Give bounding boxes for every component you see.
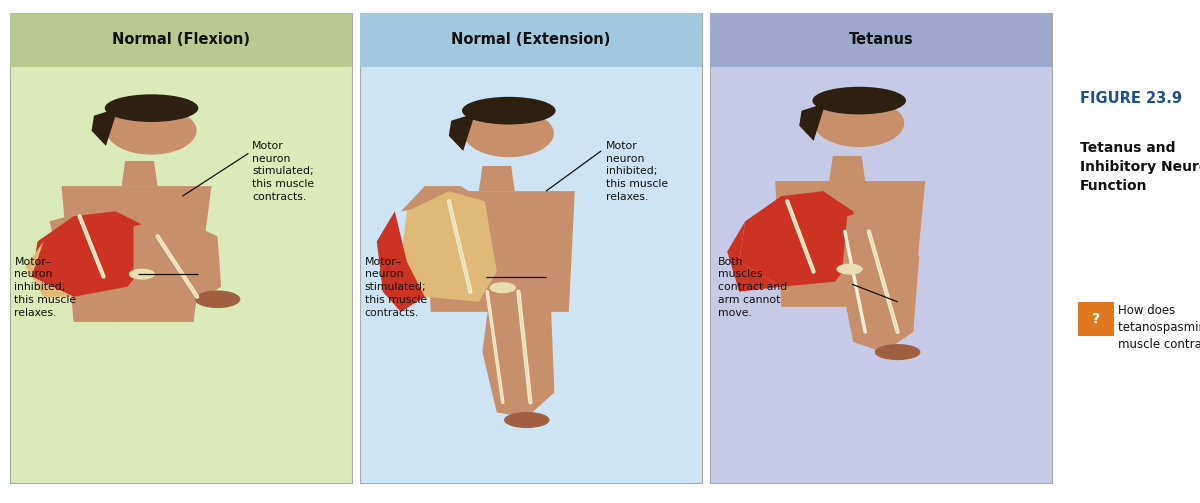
Polygon shape: [401, 186, 485, 211]
Bar: [10, 13, 352, 483]
Bar: [710, 13, 1052, 67]
Ellipse shape: [814, 100, 905, 147]
Text: FIGURE 23.9: FIGURE 23.9: [1080, 91, 1182, 106]
Polygon shape: [61, 186, 211, 322]
Text: Motor
neuron
inhibited;
this muscle
relaxes.: Motor neuron inhibited; this muscle rela…: [606, 141, 668, 202]
Ellipse shape: [875, 344, 920, 360]
Text: How does
tetanospasmin cause
muscle contraction?: How does tetanospasmin cause muscle cont…: [1118, 304, 1200, 351]
Polygon shape: [799, 103, 826, 141]
Text: Normal (Extension): Normal (Extension): [451, 32, 611, 47]
Polygon shape: [49, 206, 121, 297]
Polygon shape: [739, 191, 857, 287]
Polygon shape: [377, 211, 425, 312]
Polygon shape: [479, 166, 515, 191]
Text: Motor–
neuron
stimulated;
this muscle
contracts.: Motor– neuron stimulated; this muscle co…: [365, 257, 427, 318]
Ellipse shape: [107, 107, 197, 155]
Ellipse shape: [128, 269, 155, 280]
Polygon shape: [775, 181, 925, 307]
Text: Tetanus: Tetanus: [850, 32, 913, 47]
Text: Normal (Flexion): Normal (Flexion): [112, 32, 250, 47]
Text: Both
muscles
contract and
arm cannot
move.: Both muscles contract and arm cannot mov…: [718, 257, 787, 318]
Polygon shape: [91, 108, 118, 146]
Ellipse shape: [490, 282, 516, 293]
Polygon shape: [829, 156, 865, 181]
Bar: [360, 13, 702, 67]
Polygon shape: [727, 221, 781, 292]
Polygon shape: [841, 206, 919, 352]
Bar: [360, 13, 702, 483]
Polygon shape: [121, 161, 157, 186]
Bar: [710, 13, 1052, 483]
Polygon shape: [401, 191, 497, 302]
Ellipse shape: [194, 291, 240, 308]
Ellipse shape: [504, 412, 550, 428]
Text: ?: ?: [1092, 312, 1099, 326]
Bar: [10, 13, 352, 67]
Text: Motor
neuron
stimulated;
this muscle
contracts.: Motor neuron stimulated; this muscle con…: [252, 141, 314, 202]
Polygon shape: [31, 211, 151, 297]
Text: Tetanus and
Inhibitory Neuron
Function: Tetanus and Inhibitory Neuron Function: [1080, 141, 1200, 193]
Text: Motor–
neuron
inhibited;
this muscle
relaxes.: Motor– neuron inhibited; this muscle rel…: [14, 257, 77, 318]
FancyBboxPatch shape: [1078, 302, 1114, 336]
Ellipse shape: [812, 87, 906, 114]
Ellipse shape: [463, 110, 553, 157]
Polygon shape: [133, 216, 221, 307]
Ellipse shape: [462, 97, 556, 124]
Polygon shape: [115, 236, 190, 322]
Polygon shape: [25, 241, 73, 297]
Ellipse shape: [836, 264, 863, 275]
Ellipse shape: [104, 95, 198, 122]
Polygon shape: [449, 113, 475, 151]
Polygon shape: [482, 277, 554, 417]
Polygon shape: [425, 191, 575, 312]
